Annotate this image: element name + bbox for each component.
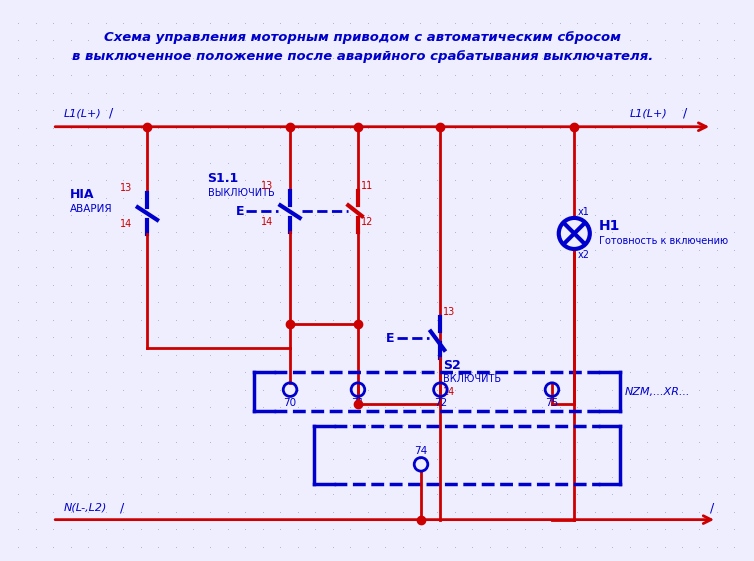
Text: 72: 72: [434, 398, 447, 408]
Text: 70: 70: [284, 398, 296, 408]
Text: /: /: [109, 107, 113, 119]
Text: L1(L+): L1(L+): [64, 108, 102, 118]
Text: /: /: [683, 107, 687, 119]
Text: /: /: [120, 502, 124, 514]
Text: 75: 75: [545, 398, 559, 408]
Text: L1(L+): L1(L+): [630, 108, 667, 118]
Text: в выключенное положение после аварийного срабатывания выключателя.: в выключенное положение после аварийного…: [72, 50, 654, 63]
Text: E: E: [236, 205, 244, 218]
Text: S2: S2: [443, 359, 461, 372]
Text: E: E: [386, 332, 395, 344]
Text: 14: 14: [443, 387, 455, 397]
Text: NZM,...XR...: NZM,...XR...: [625, 387, 690, 397]
Text: HIA: HIA: [70, 188, 94, 201]
Text: АВАРИЯ: АВАРИЯ: [70, 204, 112, 214]
Text: 14: 14: [120, 219, 132, 229]
Text: Схема управления моторным приводом с автоматическим сбросом: Схема управления моторным приводом с авт…: [104, 31, 621, 44]
Text: 12: 12: [361, 217, 373, 227]
Text: H1: H1: [599, 219, 620, 233]
Text: 71: 71: [351, 398, 365, 408]
Text: /: /: [710, 502, 714, 514]
Text: ВКЛЮЧИТЬ: ВКЛЮЧИТЬ: [443, 374, 501, 384]
Text: x2: x2: [578, 250, 590, 260]
Text: S1.1: S1.1: [207, 172, 239, 185]
Text: ВЫКЛЮЧИТЬ: ВЫКЛЮЧИТЬ: [207, 188, 274, 197]
Text: N(L-,L2): N(L-,L2): [64, 503, 107, 513]
Text: 13: 13: [262, 181, 274, 191]
Text: Готовность к включению: Готовность к включению: [599, 236, 728, 246]
Text: 13: 13: [443, 307, 455, 317]
Text: 14: 14: [262, 217, 274, 227]
Text: 11: 11: [361, 181, 373, 191]
Text: 13: 13: [120, 183, 132, 193]
Text: x1: x1: [578, 207, 590, 217]
Text: 74: 74: [415, 446, 428, 456]
